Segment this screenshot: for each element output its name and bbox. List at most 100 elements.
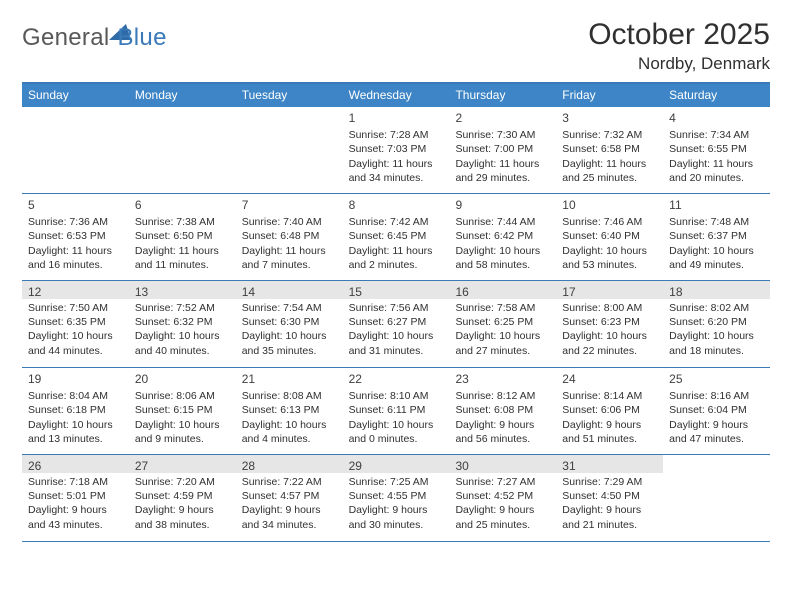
day-text-line: Daylight: 11 hours and 25 minutes. <box>562 157 659 185</box>
day-cell: 5 Sunrise: 7:36 AMSunset: 6:53 PMDaylight… <box>22 194 129 280</box>
day-cell: 1Sunrise: 7:28 AMSunset: 7:03 PMDaylight… <box>343 107 450 193</box>
day-text-line: Daylight: 10 hours and 53 minutes. <box>562 244 659 272</box>
day-text-line: Sunrise: 8:02 AM <box>669 301 766 315</box>
day-text-line: Sunset: 5:01 PM <box>28 489 125 503</box>
day-cell: 19Sunrise: 8:04 AMSunset: 6:18 PMDayligh… <box>22 368 129 454</box>
day-text: Sunrise: 7:58 AMSunset: 6:25 PMDaylight:… <box>455 301 552 358</box>
day-cell: 24Sunrise: 8:14 AMSunset: 6:06 PMDayligh… <box>556 368 663 454</box>
day-text: Sunrise: 7:46 AMSunset: 6:40 PMDaylight:… <box>562 215 659 272</box>
day-number: 20 <box>135 371 232 387</box>
day-text-line: Sunset: 6:37 PM <box>669 229 766 243</box>
day-text-line: Daylight: 10 hours and 58 minutes. <box>455 244 552 272</box>
day-text-line: Daylight: 10 hours and 22 minutes. <box>562 329 659 357</box>
day-text-line: Sunrise: 8:06 AM <box>135 389 232 403</box>
day-number: 3 <box>562 110 659 126</box>
weekday-wednesday: Wednesday <box>343 84 450 107</box>
day-text-line: Sunrise: 7:56 AM <box>349 301 446 315</box>
day-text: Sunrise: 7:27 AMSunset: 4:52 PMDaylight:… <box>455 475 552 532</box>
day-cell: 27 Sunrise: 7:20 AMSunset: 4:59 PMDayligh… <box>129 455 236 541</box>
day-text: Sunrise: 8:16 AMSunset: 6:04 PMDaylight:… <box>669 389 766 446</box>
day-text-line: Daylight: 10 hours and 40 minutes. <box>135 329 232 357</box>
day-number: 13 <box>129 281 236 299</box>
day-text: Sunrise: 8:04 AMSunset: 6:18 PMDaylight:… <box>28 389 125 446</box>
weeks-container: ...1Sunrise: 7:28 AMSunset: 7:03 PMDayli… <box>22 107 770 542</box>
day-text-line: Sunset: 4:52 PM <box>455 489 552 503</box>
day-text-line: Sunset: 6:45 PM <box>349 229 446 243</box>
day-number: 6 <box>135 197 232 213</box>
day-text-line: Sunset: 4:59 PM <box>135 489 232 503</box>
day-text-line: Sunset: 6:20 PM <box>669 315 766 329</box>
day-cell: 30Sunrise: 7:27 AMSunset: 4:52 PMDayligh… <box>449 455 556 541</box>
day-text-line: Sunset: 4:55 PM <box>349 489 446 503</box>
day-text-line: Daylight: 9 hours and 47 minutes. <box>669 418 766 446</box>
day-text-line: Sunset: 6:32 PM <box>135 315 232 329</box>
day-text: Sunrise: 7:18 AMSunset: 5:01 PMDaylight:… <box>28 475 125 532</box>
day-number: 4 <box>669 110 766 126</box>
day-text-line: Sunset: 6:13 PM <box>242 403 339 417</box>
day-text-line: Daylight: 10 hours and 4 minutes. <box>242 418 339 446</box>
day-text-line: Daylight: 10 hours and 9 minutes. <box>135 418 232 446</box>
day-number: 15 <box>343 281 450 299</box>
day-number: 16 <box>449 281 556 299</box>
day-cell: 21Sunrise: 8:08 AMSunset: 6:13 PMDayligh… <box>236 368 343 454</box>
day-text-line: Daylight: 9 hours and 30 minutes. <box>349 503 446 531</box>
day-text: Sunrise: 7:20 AMSunset: 4:59 PMDaylight:… <box>135 475 232 532</box>
day-text: Sunrise: 8:06 AMSunset: 6:15 PMDaylight:… <box>135 389 232 446</box>
day-text-line: Sunrise: 7:54 AM <box>242 301 339 315</box>
day-text-line: Sunset: 6:48 PM <box>242 229 339 243</box>
day-text-line: Sunrise: 7:34 AM <box>669 128 766 142</box>
day-text-line: Sunrise: 7:30 AM <box>455 128 552 142</box>
day-number: 5 <box>28 197 125 213</box>
day-text: Sunrise: 8:00 AMSunset: 6:23 PMDaylight:… <box>562 301 659 358</box>
day-cell: 12Sunrise: 7:50 AMSunset: 6:35 PMDayligh… <box>22 281 129 367</box>
day-text-line: Sunrise: 7:48 AM <box>669 215 766 229</box>
day-text-line: Sunrise: 7:46 AM <box>562 215 659 229</box>
day-text: Sunrise: 8:02 AMSunset: 6:20 PMDaylight:… <box>669 301 766 358</box>
day-text: Sunrise: 7:36 AMSunset: 6:53 PMDaylight:… <box>28 215 125 272</box>
day-text: Sunrise: 7:22 AMSunset: 4:57 PMDaylight:… <box>242 475 339 532</box>
week-row: 26Sunrise: 7:18 AMSunset: 5:01 PMDayligh… <box>22 455 770 542</box>
logo-word-general: General <box>22 24 109 52</box>
day-cell: 13Sunrise: 7:52 AMSunset: 6:32 PMDayligh… <box>129 281 236 367</box>
day-text-line: Daylight: 9 hours and 51 minutes. <box>562 418 659 446</box>
day-number: 10 <box>562 197 659 213</box>
day-number: 29 <box>343 455 450 473</box>
day-cell: 16 Sunrise: 7:58 AMSunset: 6:25 PMDayligh… <box>449 281 556 367</box>
day-text-line: Sunrise: 7:50 AM <box>28 301 125 315</box>
day-number: 17 <box>556 281 663 299</box>
day-text-line: Sunset: 6:50 PM <box>135 229 232 243</box>
day-text-line: Sunset: 6:25 PM <box>455 315 552 329</box>
day-cell: 9Sunrise: 7:44 AMSunset: 6:42 PMDaylight… <box>449 194 556 280</box>
day-text-line: Daylight: 9 hours and 34 minutes. <box>242 503 339 531</box>
day-cell: 25Sunrise: 8:16 AMSunset: 6:04 PMDayligh… <box>663 368 770 454</box>
day-number: 12 <box>22 281 129 299</box>
day-cell: 10 Sunrise: 7:46 AMSunset: 6:40 PMDayligh… <box>556 194 663 280</box>
day-cell: 15Sunrise: 7:56 AMSunset: 6:27 PMDayligh… <box>343 281 450 367</box>
day-number: 11 <box>669 197 766 213</box>
day-number: 27 <box>129 455 236 473</box>
month-title: October 2025 <box>588 18 770 52</box>
day-text-line: Sunrise: 7:18 AM <box>28 475 125 489</box>
day-text-line: Sunset: 4:57 PM <box>242 489 339 503</box>
day-text: Sunrise: 7:54 AMSunset: 6:30 PMDaylight:… <box>242 301 339 358</box>
week-row: 12Sunrise: 7:50 AMSunset: 6:35 PMDayligh… <box>22 281 770 368</box>
day-text-line: Sunset: 6:06 PM <box>562 403 659 417</box>
day-text-line: Daylight: 10 hours and 13 minutes. <box>28 418 125 446</box>
day-number: 22 <box>349 371 446 387</box>
header: General Blue October 2025 Nordby, Denmar… <box>22 18 770 74</box>
day-text: Sunrise: 7:48 AMSunset: 6:37 PMDaylight:… <box>669 215 766 272</box>
day-text-line: Sunset: 7:03 PM <box>349 142 446 156</box>
day-text-line: Sunset: 6:08 PM <box>455 403 552 417</box>
day-cell-empty: . <box>22 107 129 193</box>
day-text: Sunrise: 8:08 AMSunset: 6:13 PMDaylight:… <box>242 389 339 446</box>
day-text-line: Sunset: 6:18 PM <box>28 403 125 417</box>
day-text-line: Sunrise: 7:29 AM <box>562 475 659 489</box>
day-text-line: Sunset: 6:53 PM <box>28 229 125 243</box>
day-text-line: Daylight: 9 hours and 38 minutes. <box>135 503 232 531</box>
day-text: Sunrise: 8:12 AMSunset: 6:08 PMDaylight:… <box>455 389 552 446</box>
day-text-line: Sunset: 6:23 PM <box>562 315 659 329</box>
day-text-line: Daylight: 9 hours and 43 minutes. <box>28 503 125 531</box>
day-text-line: Sunset: 6:55 PM <box>669 142 766 156</box>
day-text: Sunrise: 8:10 AMSunset: 6:11 PMDaylight:… <box>349 389 446 446</box>
day-text-line: Sunset: 6:40 PM <box>562 229 659 243</box>
